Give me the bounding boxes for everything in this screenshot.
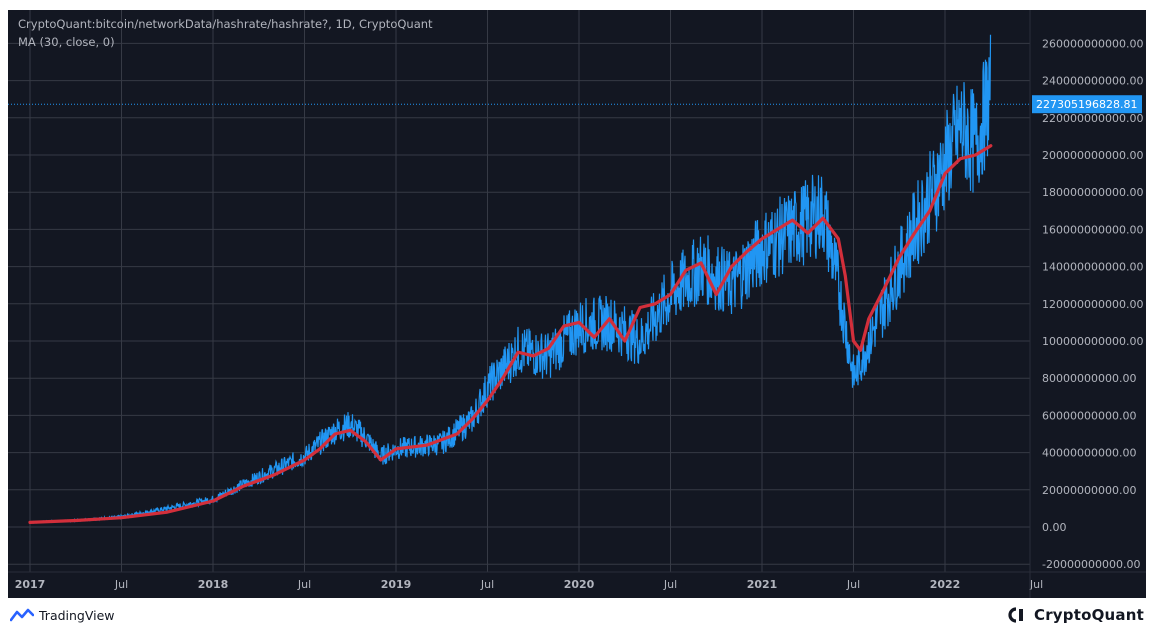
y-tick-label: 40000000000.00 xyxy=(1042,447,1136,460)
y-tick-label: 200000000000.00 xyxy=(1042,149,1143,162)
tradingview-icon xyxy=(10,608,34,622)
chart-svg[interactable]: 260000000000.00 240000000000.00 2200000000… xyxy=(8,10,1146,598)
chart-panel[interactable]: 260000000000.00 240000000000.00 2200000000… xyxy=(8,10,1146,598)
y-tick-label: 160000000000.00 xyxy=(1042,223,1143,236)
x-tick-label: 2021 xyxy=(747,578,778,591)
cryptoquant-logo[interactable]: CryptoQuant xyxy=(1007,602,1144,628)
cryptoquant-icon xyxy=(1007,607,1029,623)
y-tick-label: 60000000000.00 xyxy=(1042,409,1136,422)
last-value-badge xyxy=(1032,95,1142,114)
y-tick-label: 120000000000.00 xyxy=(1042,298,1143,311)
x-tick-label: Jul xyxy=(297,578,311,591)
x-tick-label: Jul xyxy=(114,578,128,591)
last-value-label: 227305196828.81 xyxy=(1036,98,1137,111)
x-tick-label: Jul xyxy=(1029,578,1043,591)
cryptoquant-label: CryptoQuant xyxy=(1034,606,1144,624)
y-tick-label: 260000000000.00 xyxy=(1042,37,1143,50)
y-tick-label: 240000000000.00 xyxy=(1042,75,1143,88)
y-tick-label: 0.00 xyxy=(1042,521,1067,534)
x-tick-label: 2018 xyxy=(198,578,229,591)
ma-series-line xyxy=(28,144,993,524)
tradingview-label: TradingView xyxy=(39,607,115,623)
chart-title-legend: CryptoQuant:bitcoin/networkData/hashrate… xyxy=(18,17,433,31)
x-tick-label: Jul xyxy=(846,578,860,591)
ma-legend: MA (30, close, 0) xyxy=(18,35,115,49)
y-tick-label: 80000000000.00 xyxy=(1042,372,1136,385)
x-tick-label: 2019 xyxy=(381,578,412,591)
x-tick-label: Jul xyxy=(663,578,677,591)
x-tick-label: Jul xyxy=(480,578,494,591)
y-tick-label: 20000000000.00 xyxy=(1042,484,1136,497)
x-tick-label: 2022 xyxy=(930,578,961,591)
x-tick-label: 2020 xyxy=(564,578,595,591)
y-tick-label: 100000000000.00 xyxy=(1042,335,1143,348)
tradingview-logo[interactable]: TradingView xyxy=(10,602,115,628)
y-tick-label: 180000000000.00 xyxy=(1042,186,1143,199)
y-tick-label: -20000000000.00 xyxy=(1042,558,1140,571)
y-tick-label: 220000000000.00 xyxy=(1042,112,1143,125)
x-tick-label: 2017 xyxy=(15,578,46,591)
y-tick-label: 140000000000.00 xyxy=(1042,261,1143,274)
